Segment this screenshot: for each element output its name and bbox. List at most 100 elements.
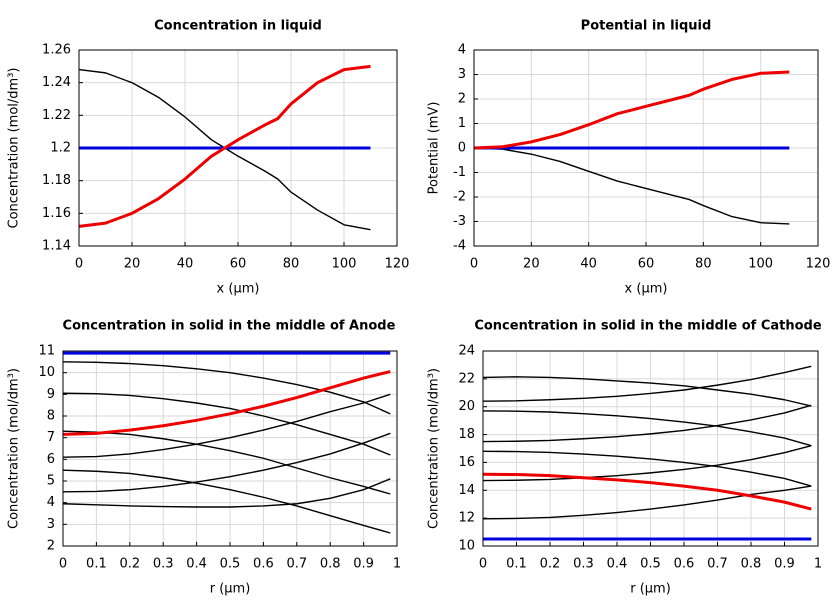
chart-title: Concentration in liquid [154, 19, 322, 34]
line-series [62, 393, 391, 458]
x-tick-label: 100 [332, 257, 357, 272]
plot-frame [473, 49, 819, 247]
x-tick-label: 0 [479, 557, 487, 572]
x-tick-label: 0.4 [607, 557, 628, 572]
x-tick-label: 0.7 [286, 557, 307, 572]
plot-frame [62, 350, 398, 547]
line-series [482, 410, 812, 447]
y-tick-label: 4 [47, 495, 55, 510]
plot-frame [78, 49, 398, 247]
subplot: Potential in liquid x (µm) Potential (mV) 0… [427, 19, 831, 297]
y-tick-label: 2 [458, 92, 466, 107]
y-tick-label: 16 [458, 455, 475, 470]
y-tick-label: 1 [458, 116, 466, 131]
y-tick-label: 12 [458, 511, 475, 526]
y-tick-label: 1.14 [42, 239, 71, 254]
line-series [482, 376, 812, 407]
y-axis-label: Potential (mV) [427, 102, 442, 195]
line-series [62, 432, 391, 493]
x-tick-label: 100 [748, 257, 773, 272]
y-tick-label: 8 [47, 409, 55, 424]
x-tick-label: 0.7 [707, 557, 728, 572]
chart-title: Concentration in solid in the middle of … [474, 319, 822, 334]
x-tick-label: 120 [385, 257, 410, 272]
x-tick-label: 80 [283, 257, 300, 272]
y-tick-label: 1.18 [42, 173, 71, 188]
y-tick-label: 1.22 [42, 108, 71, 123]
line-series [62, 361, 391, 415]
line-series [78, 68, 371, 231]
y-tick-label: 1.2 [50, 141, 71, 156]
y-tick-label: 3 [458, 67, 466, 82]
line-series [473, 147, 790, 225]
y-axis-label: Concentration (mol/dm³) [7, 68, 22, 229]
line-series [62, 392, 391, 456]
x-tick-label: 120 [806, 257, 831, 272]
line-series [482, 365, 812, 402]
x-tick-label: 1 [393, 557, 401, 572]
y-tick-label: 5 [47, 474, 55, 489]
x-axis-label: x (µm) [625, 282, 668, 297]
y-tick-label: -3 [453, 214, 466, 229]
y-tick-label: 9 [47, 387, 55, 402]
x-tick-label: 0.8 [741, 557, 762, 572]
x-tick-label: 0.6 [253, 557, 274, 572]
y-tick-label: 11 [38, 344, 55, 359]
line-series [482, 472, 812, 511]
x-tick-label: 0.2 [119, 557, 140, 572]
line-series [473, 70, 790, 150]
y-tick-label: -2 [453, 190, 466, 205]
subplot: Concentration in solid in the middle of … [7, 319, 402, 597]
line-series [62, 469, 391, 534]
x-tick-label: 0 [75, 257, 83, 272]
y-tick-label: 0 [458, 141, 466, 156]
x-tick-label: 40 [177, 257, 194, 272]
x-tick-label: 60 [230, 257, 247, 272]
x-tick-label: 0.4 [186, 557, 207, 572]
y-tick-label: 7 [47, 430, 55, 445]
x-tick-label: 0.3 [153, 557, 174, 572]
y-tick-label: 10 [458, 539, 475, 554]
x-tick-label: 60 [638, 257, 655, 272]
y-tick-label: 10 [38, 365, 55, 380]
y-tick-label: -4 [453, 239, 466, 254]
line-series [78, 64, 371, 228]
y-tick-label: 1.24 [42, 75, 71, 90]
x-axis-label: x (µm) [217, 282, 260, 297]
x-tick-label: 0.9 [774, 557, 795, 572]
subplot: Concentration in solid in the middle of … [427, 319, 823, 597]
x-tick-label: 20 [124, 257, 141, 272]
y-tick-label: -1 [453, 165, 466, 180]
y-tick-label: 20 [458, 399, 475, 414]
y-tick-label: 1.26 [42, 43, 71, 58]
x-tick-label: 0.1 [86, 557, 107, 572]
line-series [62, 430, 391, 495]
y-tick-label: 14 [458, 483, 475, 498]
y-tick-label: 18 [458, 427, 475, 442]
x-axis-label: r (µm) [630, 582, 671, 597]
line-series [62, 478, 391, 508]
x-tick-label: 20 [523, 257, 540, 272]
x-tick-label: 0.9 [353, 557, 374, 572]
x-tick-label: 80 [695, 257, 712, 272]
chart-title: Potential in liquid [581, 19, 712, 34]
y-axis-label: Concentration (mol/dm³) [7, 368, 22, 529]
y-tick-label: 4 [458, 43, 466, 58]
y-tick-label: 22 [458, 371, 475, 386]
x-tick-label: 1 [814, 557, 822, 572]
x-tick-label: 0 [59, 557, 67, 572]
x-tick-label: 0.5 [640, 557, 661, 572]
y-tick-label: 6 [47, 452, 55, 467]
line-series [62, 370, 391, 436]
y-tick-label: 24 [458, 344, 475, 359]
line-series [482, 445, 812, 482]
plot-frame [482, 350, 819, 547]
x-tick-label: 0.6 [674, 557, 695, 572]
y-tick-label: 1.16 [42, 206, 71, 221]
x-tick-label: 0 [470, 257, 478, 272]
line-series [482, 404, 812, 443]
line-series [482, 450, 812, 487]
x-axis-label: r (µm) [210, 582, 251, 597]
x-tick-label: 0.3 [573, 557, 594, 572]
